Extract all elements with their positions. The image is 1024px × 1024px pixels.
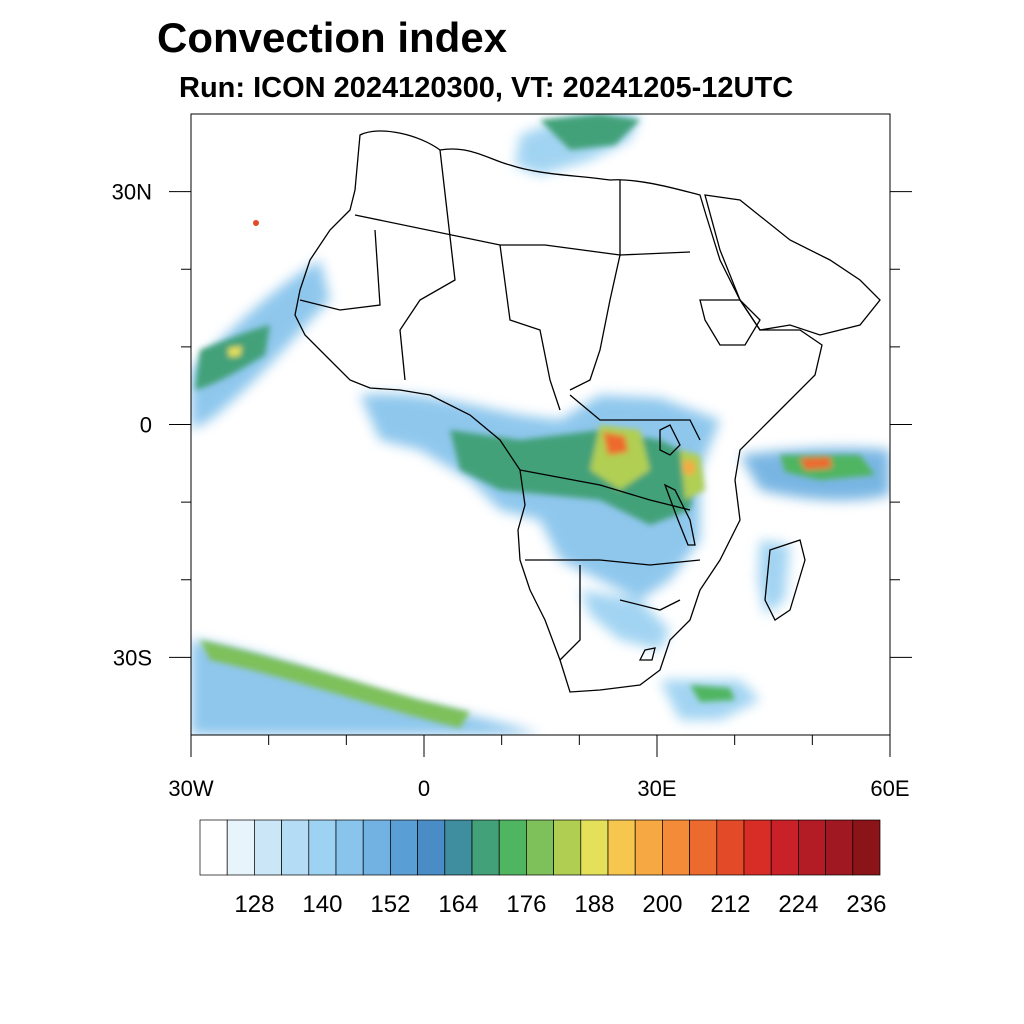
- lon-tick-label: 30W: [168, 776, 213, 801]
- colorbar-label: 152: [370, 891, 410, 918]
- colorbar-swatch: [743, 819, 772, 876]
- border-central-4: [519, 469, 691, 511]
- colorbar-swatch: [825, 819, 854, 876]
- colorbar-swatch: [798, 819, 826, 876]
- colorbar-swatch: [716, 819, 745, 876]
- coastlines-and-borders: [294, 130, 881, 693]
- border-south-1: [525, 559, 701, 566]
- colorbar-swatch: [634, 819, 663, 876]
- colorbar-swatch: [281, 819, 310, 876]
- border-horn: [699, 299, 761, 346]
- colorbar-swatch: [390, 819, 418, 876]
- field-hotspot-east: [683, 460, 695, 475]
- border-central-2: [569, 180, 621, 391]
- border-south-2: [559, 565, 581, 661]
- lon-tick-label: 60E: [870, 776, 909, 801]
- colorbar-swatch: [226, 819, 255, 876]
- axis-ticks: [169, 191, 912, 757]
- lon-tick-label: 30E: [637, 776, 676, 801]
- colorbar-swatch: [770, 819, 799, 876]
- field-south-atlantic-green: [200, 640, 470, 728]
- field-atlantic-green: [195, 325, 270, 390]
- colorbar-label: 200: [642, 891, 682, 918]
- field-southern-africa-base: [580, 590, 670, 650]
- lat-tick-label: 30N: [112, 180, 152, 205]
- field-south-east-green: [690, 685, 735, 702]
- convection-field: [191, 114, 890, 735]
- lat-tick-label: 30S: [113, 645, 152, 670]
- colorbar-swatch: [199, 819, 228, 876]
- colorbar-swatch: [498, 819, 527, 876]
- colorbar-swatch: [689, 819, 718, 876]
- border-central-1: [499, 244, 561, 411]
- colorbar-swatch: [662, 819, 690, 876]
- colorbar-label: 176: [506, 891, 546, 918]
- colorbar: 128 140 152 164 176 188 200 212 224 236: [199, 819, 886, 918]
- lake-victoria: [659, 424, 681, 456]
- axis-labels: 30W 0 30E 60E 30N 0 30S: [112, 180, 910, 801]
- border-west-1: [299, 229, 381, 311]
- madagascar: [764, 539, 806, 621]
- colorbar-swatch: [852, 819, 881, 876]
- colorbar-swatch: [580, 819, 609, 876]
- colorbar-swatch: [254, 819, 282, 876]
- border-central-3: [569, 394, 701, 441]
- field-hotspot-indian: [800, 457, 832, 470]
- colorbar-label: 236: [846, 891, 886, 918]
- colorbar-swatch: [526, 819, 554, 876]
- colorbar-label: 164: [438, 891, 478, 918]
- field-central-yellowgreen: [590, 425, 650, 490]
- colorbar-label: 224: [778, 891, 818, 918]
- colorbar-swatch: [417, 819, 446, 876]
- colorbar-swatch: [308, 819, 337, 876]
- border-west-2: [399, 149, 456, 381]
- colorbar-swatch: [553, 819, 582, 876]
- colorbar-label: 212: [710, 891, 750, 918]
- chart-title: Convection index: [157, 14, 508, 61]
- lat-tick-label: 0: [140, 413, 152, 438]
- colorbar-swatch: [335, 819, 364, 876]
- colorbar-swatch: [471, 819, 500, 876]
- chart-subtitle: Run: ICON 2024120300, VT: 20241205-12UTC: [179, 72, 794, 104]
- colorbar-swatch: [362, 819, 391, 876]
- border-sahel: [354, 214, 691, 256]
- field-hotspot-central: [603, 432, 628, 455]
- colorbar-label: 188: [574, 891, 614, 918]
- colorbar-swatch: [607, 819, 636, 876]
- lesotho: [638, 647, 656, 661]
- colorbar-label: 128: [234, 891, 274, 918]
- field-hotspot-canary: [253, 220, 259, 226]
- colorbar-swatch: [444, 819, 473, 876]
- lake-malawi-tanganyika: [663, 483, 696, 546]
- colorbar-label: 140: [302, 891, 342, 918]
- border-south-3: [619, 599, 681, 611]
- field-hotspot-atlantic: [228, 346, 242, 357]
- lon-tick-label: 0: [418, 776, 430, 801]
- field-med-green: [540, 114, 640, 150]
